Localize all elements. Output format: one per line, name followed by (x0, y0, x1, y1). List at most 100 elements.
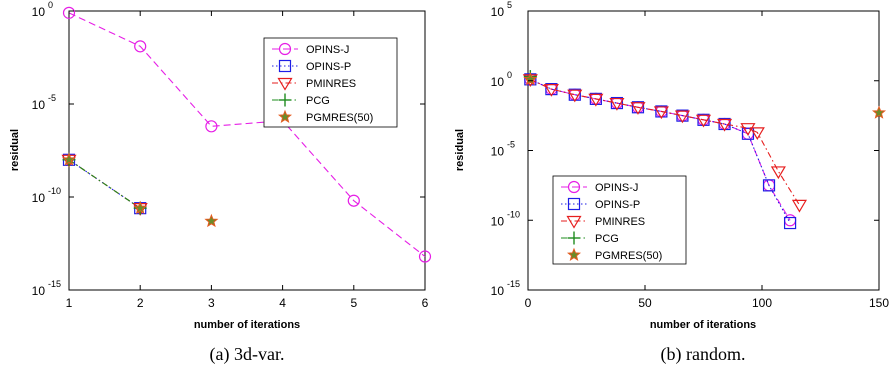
data-point (674, 110, 690, 124)
data-point (717, 118, 733, 132)
svg-text:10: 10 (32, 98, 46, 112)
x-axis-label: number of iterations (194, 319, 300, 331)
legend-label: OPINS-P (595, 199, 640, 211)
svg-text:-5: -5 (48, 93, 56, 103)
legend-label: PGMRES(50) (595, 250, 662, 262)
data-point (783, 216, 797, 230)
series-line (68, 159, 141, 209)
x-tick-label: 100 (752, 296, 772, 310)
legend-marker (278, 42, 292, 56)
legend: OPINS-J OPINS-P PMINRES PCG PGMRES(50) (263, 37, 398, 128)
legend-marker (567, 180, 581, 194)
svg-text:-15: -15 (507, 279, 520, 289)
legend-entry: OPINS-J (272, 42, 349, 56)
series-pminres (522, 74, 807, 213)
data-point (204, 213, 219, 228)
legend-entry: PCG (272, 93, 330, 107)
series-line (68, 12, 426, 257)
legend-marker (567, 197, 581, 211)
y-tick-label: 10 0 (491, 70, 512, 89)
legend-marker (566, 247, 582, 261)
x-axis-label: number of iterations (650, 319, 756, 331)
svg-text:-15: -15 (48, 279, 61, 289)
legend-entry: OPINS-J (561, 180, 638, 194)
data-point (418, 250, 432, 263)
legend-entry: PGMRES(50) (277, 109, 373, 124)
legend-entry: OPINS-P (561, 197, 640, 211)
legend-marker (278, 59, 292, 73)
legend-marker (567, 231, 581, 245)
data-point (61, 152, 77, 166)
x-tick-label: 2 (137, 296, 144, 310)
x-tick-label: 5 (350, 296, 357, 310)
svg-text:0: 0 (48, 0, 53, 10)
panel-caption: (b) random. (661, 344, 746, 365)
y-axis-label: residual (454, 129, 466, 171)
svg-text:5: 5 (507, 0, 512, 10)
y-tick-label: 10 -15 (491, 279, 520, 298)
data-point (588, 93, 604, 107)
data-point (770, 166, 786, 180)
legend-entry: PCG (561, 231, 619, 245)
series-pgmres-50- (61, 152, 219, 228)
legend-entry: PMINRES (272, 77, 356, 91)
legend-label: PMINRES (595, 216, 645, 228)
legend-label: OPINS-P (306, 61, 351, 73)
data-point (695, 114, 712, 128)
data-point (791, 199, 807, 213)
legend-label: PGMRES(50) (306, 112, 373, 124)
legend-marker (277, 109, 293, 123)
legend-marker (277, 77, 293, 91)
legend-label: OPINS-J (595, 182, 638, 194)
svg-text:10: 10 (491, 75, 505, 89)
legend-box (552, 175, 687, 265)
data-point (653, 106, 669, 120)
x-tick-label: 0 (525, 296, 532, 310)
series-pgmres-50- (523, 71, 887, 119)
panel-caption: (a) 3d-var. (210, 344, 285, 365)
svg-text:10: 10 (32, 284, 46, 298)
data-point (762, 179, 776, 192)
svg-text:10: 10 (32, 191, 46, 205)
legend: OPINS-J OPINS-P PMINRES PCG PGMRES(50) (552, 175, 687, 265)
svg-text:0: 0 (507, 70, 512, 80)
y-tick-label: 10 -10 (491, 209, 520, 228)
legend-marker (278, 93, 292, 107)
legend-entry: OPINS-P (272, 59, 351, 73)
data-point (523, 71, 538, 86)
legend-marker (566, 215, 582, 229)
data-point (62, 6, 76, 19)
x-tick-label: 3 (208, 296, 215, 310)
y-tick-label: 10 0 (32, 0, 53, 19)
legend-label: PCG (595, 233, 619, 245)
data-point (871, 105, 887, 119)
svg-text:-10: -10 (507, 209, 520, 219)
svg-text:-5: -5 (507, 140, 515, 150)
data-point (749, 127, 765, 141)
x-tick-label: 50 (638, 296, 652, 310)
x-tick-label: 6 (422, 296, 429, 310)
y-tick-label: 10 5 (491, 0, 512, 19)
svg-text:10: 10 (491, 145, 505, 159)
legend-entry: PGMRES(50) (566, 247, 662, 262)
svg-text:-10: -10 (48, 186, 61, 196)
data-point (543, 84, 559, 97)
data-point (567, 89, 583, 103)
y-tick-label: 10 -5 (32, 93, 56, 112)
data-point (134, 40, 147, 53)
y-tick-label: 10 -15 (32, 279, 61, 298)
x-tick-label: 1 (66, 296, 73, 310)
data-point (609, 97, 625, 111)
data-point (205, 120, 218, 133)
data-point (133, 200, 148, 215)
data-point (741, 127, 755, 140)
data-point (347, 194, 360, 207)
x-tick-label: 4 (279, 296, 286, 310)
data-point (630, 102, 646, 115)
svg-text:10: 10 (491, 214, 505, 228)
legend-label: PMINRES (306, 78, 356, 90)
legend-entry: PMINRES (561, 215, 645, 229)
